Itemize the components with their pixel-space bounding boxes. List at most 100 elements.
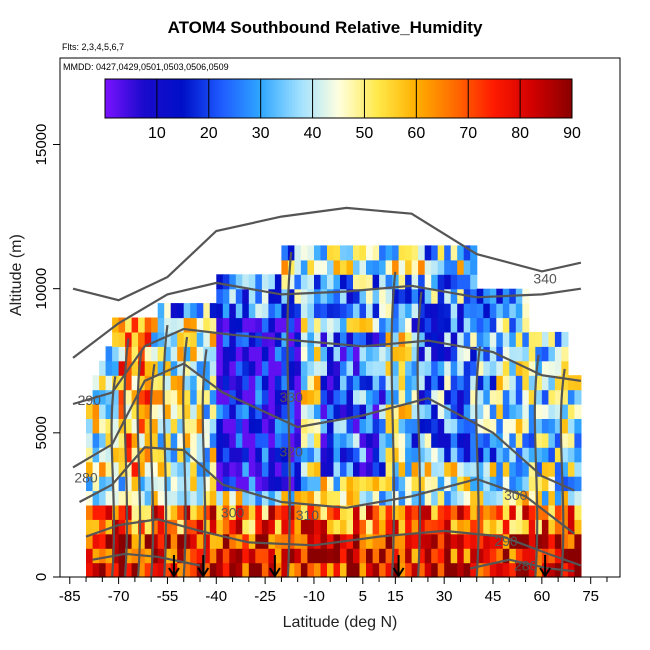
heatmap-cell <box>118 432 126 448</box>
heatmap-cell <box>177 331 185 347</box>
colorbar-swatch <box>450 79 454 118</box>
heatmap-cell <box>248 432 256 448</box>
heatmap-cell <box>359 288 367 304</box>
colorbar-swatch <box>455 79 459 118</box>
colorbar-swatch <box>551 79 555 118</box>
colorbar-swatch <box>271 79 275 118</box>
heatmap-cell <box>554 533 562 549</box>
heatmap-cell <box>242 418 250 434</box>
heatmap-cell <box>528 461 536 477</box>
heatmap-cell <box>196 404 204 419</box>
heatmap-cell <box>170 504 178 520</box>
heatmap-cell <box>144 533 152 549</box>
heatmap-cell <box>112 562 120 578</box>
heatmap-cell <box>359 432 367 448</box>
heatmap-cell <box>483 346 491 362</box>
heatmap-cell <box>151 447 159 463</box>
colorbar-swatch <box>514 79 519 118</box>
heatmap-cell <box>509 490 517 506</box>
contour-label: 280 <box>74 470 98 486</box>
heatmap-cell <box>86 519 94 535</box>
heatmap-cell <box>457 548 465 564</box>
heatmap-cell <box>353 519 361 535</box>
heatmap-cell <box>164 418 172 434</box>
heatmap-cell <box>131 360 139 376</box>
heatmap-cell <box>183 447 191 463</box>
heatmap-cell <box>372 360 380 376</box>
heatmap-cell <box>144 447 152 463</box>
heatmap-cell <box>483 418 491 434</box>
heatmap-cell <box>177 432 185 448</box>
heatmap-cell <box>463 461 471 477</box>
heatmap-cell <box>125 418 133 434</box>
heatmap-cell <box>392 432 400 448</box>
heatmap-cell <box>385 404 393 419</box>
heatmap-cell <box>457 533 465 549</box>
flight-arrow-head <box>392 567 405 578</box>
heatmap-cell <box>346 274 354 290</box>
heatmap-cell <box>105 476 113 492</box>
theta-contour-line <box>533 354 540 578</box>
heatmap-cell <box>177 375 185 391</box>
heatmap-cell <box>151 317 159 333</box>
heatmap-cell <box>203 432 211 448</box>
heatmap-cell <box>574 504 582 520</box>
heatmap-cell <box>379 389 387 405</box>
heatmap-cell <box>118 404 126 419</box>
heatmap-cell <box>431 461 439 477</box>
heatmap-cell <box>307 389 315 405</box>
heatmap-cell <box>522 519 530 535</box>
colorbar-swatch <box>302 79 306 118</box>
heatmap-cell <box>144 375 152 391</box>
colorbar-swatch <box>245 79 249 118</box>
heatmap-cell <box>359 375 367 391</box>
heatmap-cell <box>385 346 393 362</box>
colorbar-swatch <box>543 79 547 118</box>
heatmap-cell <box>385 245 393 261</box>
heatmap-cell <box>463 562 471 578</box>
colorbar-swatch <box>286 79 290 118</box>
heatmap-cell <box>489 418 497 434</box>
heatmap-cell <box>125 461 133 477</box>
heatmap-cell <box>340 404 348 419</box>
colorbar-swatch <box>216 79 220 118</box>
heatmap-cell <box>444 303 452 319</box>
heatmap-cell <box>535 404 543 419</box>
heatmap-cell <box>248 562 256 578</box>
heatmap-cell <box>105 504 113 520</box>
heatmap-cell <box>190 562 198 578</box>
heatmap-cell <box>554 389 562 405</box>
heatmap-cell <box>92 375 100 391</box>
heatmap-cell <box>437 533 445 549</box>
heatmap-cell <box>281 375 289 391</box>
heatmap-cell <box>235 504 243 520</box>
heatmap-cell <box>392 548 400 564</box>
heatmap-cell <box>515 432 523 448</box>
heatmap-cell <box>281 504 289 520</box>
heatmap-cell <box>567 548 575 564</box>
colorbar-swatch <box>258 79 262 118</box>
x-axis-label: Latitude (deg N) <box>282 614 398 631</box>
theta-contour-line <box>182 336 189 578</box>
heatmap-cell <box>300 245 308 261</box>
colorbar-swatch <box>442 79 446 118</box>
heatmap-cell <box>398 288 406 304</box>
heatmap-cell <box>222 504 230 520</box>
heatmap-cell <box>548 404 556 419</box>
heatmap-cell <box>489 360 497 376</box>
heatmap-cell <box>353 404 361 419</box>
heatmap-cell <box>261 432 269 448</box>
heatmap-cell <box>209 447 217 463</box>
heatmap-cell <box>131 519 139 535</box>
heatmap-cell <box>242 360 250 376</box>
heatmap-cell <box>457 504 465 520</box>
heatmap-cell <box>242 490 250 506</box>
heatmap-cell <box>450 360 458 376</box>
heatmap-cell <box>203 447 211 463</box>
heatmap-cell <box>209 360 217 376</box>
heatmap-cell <box>196 360 204 376</box>
heatmap-cell <box>151 375 159 391</box>
heatmap-cell <box>125 562 133 578</box>
heatmap-cell <box>112 476 120 492</box>
heatmap-cell <box>177 533 185 549</box>
